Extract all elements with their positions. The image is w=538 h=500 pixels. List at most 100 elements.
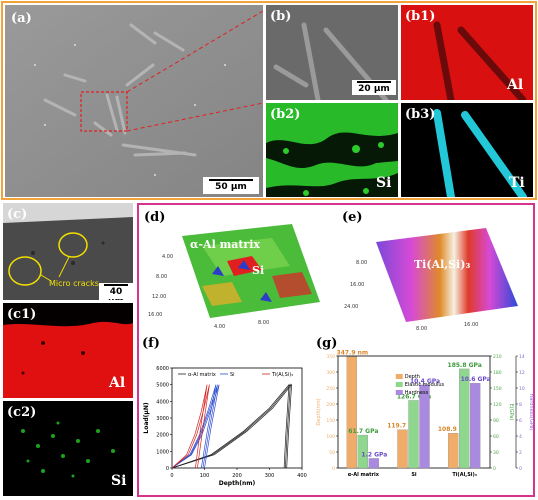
chart-f-xtick-label: 200 <box>232 473 242 479</box>
chart-g-ytick-h-label: 8 <box>519 402 522 408</box>
svg-text:12.00: 12.00 <box>152 294 166 300</box>
panel-d-surface: 4.00 8.00 12.00 16.00 4.00 8.00 (d) α-Al mat… <box>142 206 332 334</box>
chart-f-legend-label: Si <box>230 372 235 378</box>
chart-g-legend-swatch <box>395 390 403 395</box>
chart-g-bar <box>346 356 357 469</box>
chart-g-ytick-left-label: 50 <box>329 450 335 456</box>
chart-f-curve <box>171 383 290 469</box>
chart-g-bar-label: 61.7 GPa <box>348 428 378 435</box>
chart-g-bar <box>459 368 470 469</box>
chart-f-curve <box>171 383 293 469</box>
mechanical-properties-chart-svg: 050100150200250300350Depth(nm)0306090120… <box>316 350 534 478</box>
chart-g-ytick-left-label: 100 <box>326 434 335 440</box>
panel-b1-label: (b1) <box>405 9 436 24</box>
chart-g-legend-swatch <box>395 382 403 387</box>
svg-text:8.00: 8.00 <box>416 326 427 332</box>
chart-g-bar-label: 119.7 nm <box>387 423 419 430</box>
svg-text:4.00: 4.00 <box>162 254 173 260</box>
panel-a-image: (a) 50 μm <box>5 5 263 197</box>
chart-g-ytick-h-label: 10 <box>519 386 525 392</box>
chart-g-ytick-h-label: 4 <box>519 434 522 440</box>
chart-g-bar <box>470 383 481 469</box>
panel-e-surface: 8.00 16.00 24.00 8.00 16.00 (e) Ti(Al,Si)₃ <box>336 206 532 334</box>
panel-c-scale-text: 40 μm <box>108 287 124 300</box>
panel-c1-element: Al <box>109 375 126 391</box>
panel-c1-label: (c1) <box>7 307 37 322</box>
panel-a-scale-text: 50 μm <box>215 182 247 192</box>
panel-b1-al-map: (b1) Al <box>401 5 533 100</box>
panel-b2-element: Si <box>376 175 392 191</box>
panel-f-chart: 0 100 200 300 400 0 1000 2000 3000 4000 5000 6000 De… <box>140 336 312 494</box>
chart-f-ylabel: Load(μN) <box>143 402 150 433</box>
chart-g-ylabel-left: Depth(nm) <box>316 398 322 425</box>
chart-f-ytick-label: 3000 <box>156 416 169 422</box>
chart-f-plot-area <box>171 367 303 469</box>
panel-a-needles <box>5 5 263 197</box>
panel-b-image: (b) 20 μm <box>266 5 398 100</box>
panel-b-label: (b) <box>270 9 292 24</box>
nanoindentation-frame <box>137 203 535 497</box>
chart-g-ytick-e-label: 30 <box>493 450 499 456</box>
panel-c-scale-bar: 40 μm <box>99 283 133 300</box>
chart-g-category-label: Ti(Al,Si)₃ <box>452 472 477 478</box>
chart-g-ytick-h-label: 6 <box>519 418 522 424</box>
chart-g-bar <box>368 458 379 469</box>
chart-g-ytick-e-label: 180 <box>493 370 502 376</box>
chart-g-ytick-e-label: 60 <box>493 434 499 440</box>
chart-g-bar-label: 108.9 nm <box>438 426 470 433</box>
chart-f-xtick-label: 100 <box>200 473 210 479</box>
chart-g-ytick-h-label: 0 <box>519 466 522 472</box>
panel-a-label: (a) <box>11 11 32 26</box>
chart-g-bar-label: 1.2 GPa <box>361 451 387 458</box>
chart-f-ytick-label: 2000 <box>156 433 169 439</box>
chart-g-bar-label: 126.7 GPa <box>397 393 431 400</box>
panel-c-label: (c) <box>7 207 28 222</box>
panel-b3-element: Ti <box>509 175 525 191</box>
panel-e-label: (e) <box>342 210 363 225</box>
crack-ellipse-2 <box>58 232 88 258</box>
panel-c2-label: (c2) <box>7 405 37 420</box>
chart-g-bar <box>419 384 430 469</box>
panel-d-matrix-label: α-Al matrix <box>190 238 260 251</box>
chart-f-xtick-label: 300 <box>265 473 275 479</box>
chart-g-legend-swatch <box>395 374 403 379</box>
chart-g-ytick-left-label: 150 <box>326 418 335 424</box>
panel-b3-ti-map: (b3) Ti <box>401 103 533 197</box>
chart-g-ytick-e-label: 90 <box>493 418 499 424</box>
chart-f-xtick-label: 400 <box>297 473 307 479</box>
svg-text:4.00: 4.00 <box>214 324 225 330</box>
chart-f-xtick-label: 0 <box>170 473 173 479</box>
chart-g-ylabel-h: Hardness(GPa) <box>528 393 534 430</box>
chart-g-bar-label: 10.6 GPa <box>461 376 491 383</box>
panel-d-label: (d) <box>144 210 166 225</box>
panel-b-scale-text: 20 μm <box>358 84 390 94</box>
chart-g-ytick-e-label: 150 <box>493 386 502 392</box>
chart-g-legend-label: Depth <box>405 374 420 380</box>
panel-c-image: (c) Micro cracks 40 μm <box>3 203 133 300</box>
chart-g-ytick-left-label: 0 <box>332 466 335 472</box>
chart-f-ytick-label: 6000 <box>156 366 169 372</box>
svg-text:8.00: 8.00 <box>258 320 269 326</box>
chart-g-bar-label: 185.8 GPa <box>448 362 482 369</box>
chart-g-bar-label: 10.4 GPa <box>410 378 440 385</box>
chart-g-ytick-left-label: 200 <box>326 402 335 408</box>
panel-b2-si-map: (b2) Si <box>266 103 398 197</box>
chart-f-curve <box>171 384 218 469</box>
panel-e-phase-label: Ti(Al,Si)₃ <box>414 258 471 271</box>
panel-c-annotation: Micro cracks <box>49 279 99 288</box>
svg-text:16.00: 16.00 <box>148 312 162 318</box>
zoom-region-box <box>80 91 128 132</box>
panel-c2-element: Si <box>111 473 127 489</box>
panel-g-chart: 0 50 100 150 200 250 300 350 Depth(nm) 0 30 60 90 120… <box>314 336 534 494</box>
panel-c2-si-map: (c2) Si <box>3 401 133 496</box>
chart-g-bar <box>448 433 459 469</box>
chart-f-curve <box>171 384 210 469</box>
panel-f-label: (f) <box>142 336 160 351</box>
chart-g-category-label: α-Al matrix <box>348 472 380 478</box>
chart-g-ytick-left-label: 300 <box>326 370 335 376</box>
chart-g-ylabel-e: E(GPa) <box>508 404 514 421</box>
top-panel-frame <box>1 1 537 200</box>
chart-g-ytick-e-label: 120 <box>493 402 502 408</box>
chart-g-ytick-left-label: 350 <box>326 354 335 360</box>
panel-a-scale-bar: 50 μm <box>203 177 259 194</box>
